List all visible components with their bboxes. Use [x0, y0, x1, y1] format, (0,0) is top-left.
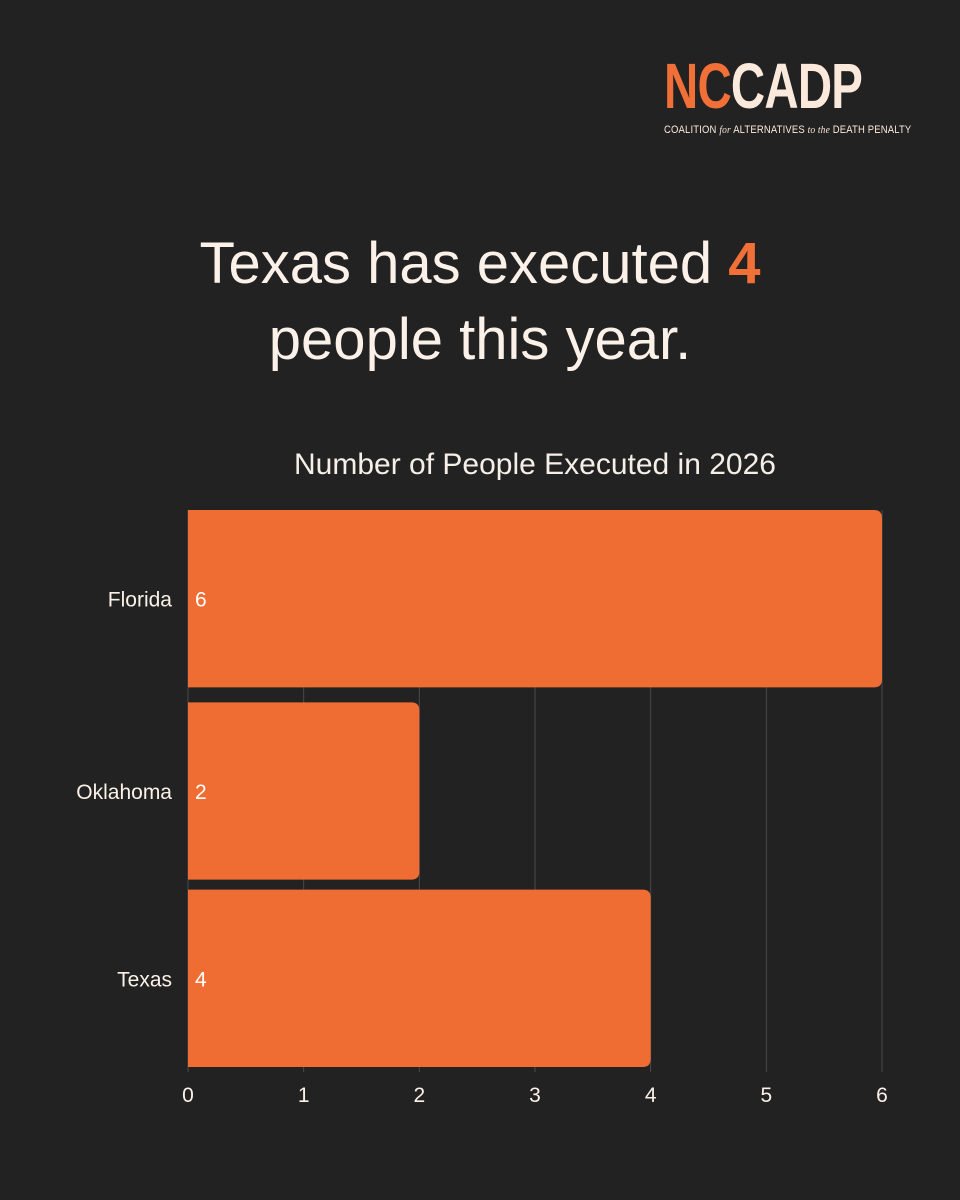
bar-oklahoma — [188, 702, 420, 880]
logo-mark-nc: NC — [664, 50, 732, 122]
bar-layer — [188, 510, 882, 1067]
logo: NCCADP COALITION for ALTERNATIVES to the… — [664, 52, 914, 136]
logo-tagline: COALITION for ALTERNATIVES to the DEATH … — [664, 124, 911, 136]
logo-mark: NCCADP — [664, 50, 863, 122]
category-label: Florida — [108, 589, 173, 612]
chart-title: Number of People Executed in 2026 — [294, 448, 776, 481]
data-label: 2 — [195, 781, 207, 804]
category-label: Texas — [117, 968, 172, 991]
tagline-word: DEATH PENALTY — [832, 124, 912, 136]
tagline-word: for — [719, 124, 731, 136]
tagline-word: ALTERNATIVES — [733, 124, 805, 136]
x-tick-label: 1 — [298, 1084, 310, 1107]
x-tick-label: 6 — [876, 1084, 888, 1107]
headline: Texas has executed 4 people this year. — [0, 226, 960, 378]
x-tick-label: 5 — [760, 1084, 772, 1107]
bar-texas — [188, 889, 651, 1067]
label-layer: 0 1 2 3 4 5 6 Florida 6 Oklahoma 2 Texas 4 — [76, 589, 888, 1107]
bar-florida — [188, 510, 882, 688]
x-tick-label: 3 — [529, 1084, 541, 1107]
headline-highlight: 4 — [728, 231, 761, 296]
x-tick-label: 2 — [413, 1084, 425, 1107]
logo-mark-cadp: CADP — [730, 50, 863, 122]
x-tick-label: 0 — [182, 1084, 194, 1107]
headline-after: people this year. — [268, 307, 692, 372]
tagline-word: to the — [807, 124, 830, 136]
headline-before: Texas has executed — [199, 231, 729, 296]
category-label: Oklahoma — [76, 781, 172, 804]
data-label: 4 — [195, 968, 207, 991]
data-label: 6 — [195, 589, 207, 612]
x-tick-label: 4 — [645, 1084, 657, 1107]
tagline-word: COALITION — [664, 124, 717, 136]
